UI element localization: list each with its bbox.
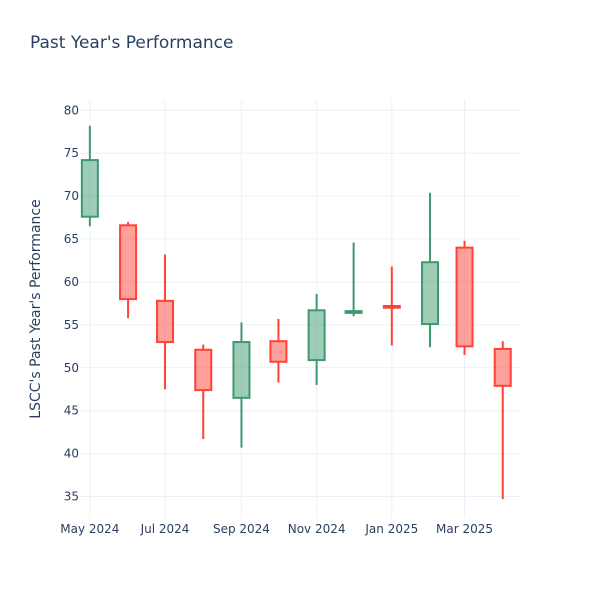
candle-decreasing	[269, 318, 288, 383]
y-tick-label: 40	[64, 447, 79, 461]
y-tick-label: 80	[64, 103, 79, 117]
x-tick-label: May 2024	[60, 522, 119, 536]
y-tick-label: 65	[64, 232, 79, 246]
candle-increasing	[80, 125, 99, 227]
candle-increasing	[307, 293, 326, 385]
candle-decreasing	[194, 344, 213, 440]
x-tick-label: Mar 2025	[436, 522, 493, 536]
candle-body	[156, 299, 175, 344]
candle-body	[194, 348, 213, 392]
y-tick-labels: 35 40 45 50 55 60 65 70 75 80	[64, 103, 79, 503]
y-tick-label: 45	[64, 404, 79, 418]
y-tick-label: 50	[64, 361, 79, 375]
candle-decreasing	[455, 240, 474, 355]
candle-body	[493, 347, 512, 387]
candle-body	[382, 304, 401, 309]
candle-body	[344, 310, 363, 314]
candle-body	[232, 341, 251, 399]
y-tick-label: 60	[64, 275, 79, 289]
x-tick-labels: May 2024 Jul 2024 Sep 2024 Nov 2024 Jan 2025…	[60, 522, 493, 536]
candle-body	[455, 246, 474, 348]
y-tick-label: 70	[64, 189, 79, 203]
x-tick-label: Sep 2024	[213, 522, 270, 536]
candle-body	[80, 159, 99, 218]
candle-body	[269, 340, 288, 363]
y-axis-title: LSCC's Past Year's Performance	[28, 199, 44, 418]
y-tick-label: 55	[64, 318, 79, 332]
candle-decreasing	[119, 221, 138, 319]
candle-decreasing	[382, 266, 401, 346]
y-tick-label: 75	[64, 146, 79, 160]
candle-increasing	[421, 192, 440, 348]
x-tick-label: Jul 2024	[140, 522, 190, 536]
candle-body	[421, 261, 440, 326]
x-tick-label: Nov 2024	[288, 522, 346, 536]
candle-body	[307, 309, 326, 362]
candle-increasing	[232, 322, 251, 448]
candle-body	[119, 224, 138, 301]
candle-decreasing	[156, 254, 175, 390]
candle-increasing	[344, 242, 363, 317]
candle-decreasing	[493, 341, 512, 500]
grid-layer	[80, 100, 520, 518]
y-tick-label: 35	[64, 490, 79, 504]
candle-layer	[80, 125, 512, 500]
x-tick-label: Jan 2025	[364, 522, 418, 536]
chart-title: Past Year's Performance	[30, 33, 234, 53]
